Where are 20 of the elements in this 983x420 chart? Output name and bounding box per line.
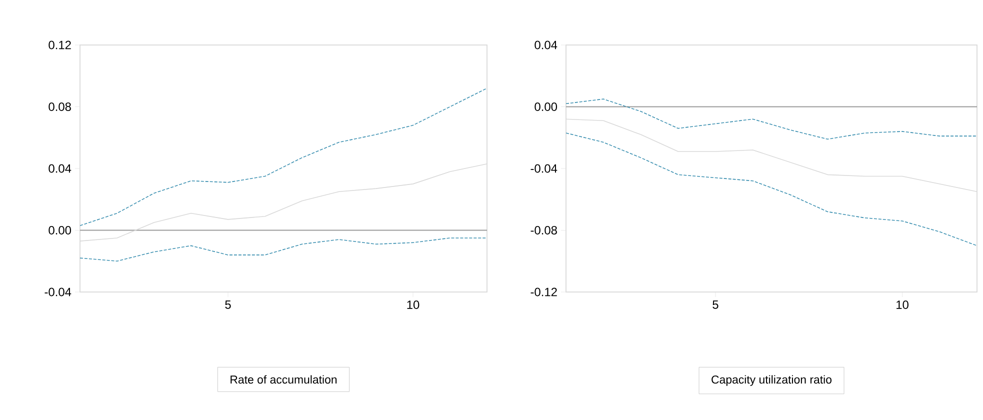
y-tick-label: 0.08 — [48, 102, 71, 111]
line-series — [80, 238, 488, 262]
y-tick-label: 0.12 — [48, 40, 71, 50]
x-tick-label: 5 — [225, 300, 231, 309]
y-tick-label: -0.04 — [530, 164, 558, 173]
x-tick-label: 5 — [712, 300, 718, 309]
x-tick-label: 10 — [407, 300, 420, 309]
line-series — [566, 132, 978, 246]
y-tick-label: 0.04 — [534, 40, 558, 50]
x-axis-title: Capacity utilization ratio — [712, 375, 832, 386]
line-series — [80, 88, 488, 226]
y-tick-label: -0.12 — [530, 288, 557, 296]
x-axis-title: Rate of accumulation — [230, 375, 337, 384]
y-tick-label: 0.00 — [534, 102, 558, 111]
line-series — [566, 98, 978, 140]
y-tick-label: 0.00 — [48, 226, 72, 234]
x-tick-label: 10 — [896, 300, 908, 309]
y-tick-label: 0.04 — [48, 164, 72, 173]
y-tick-label: -0.08 — [530, 226, 557, 234]
y-tick-label: -0.04 — [44, 288, 72, 296]
